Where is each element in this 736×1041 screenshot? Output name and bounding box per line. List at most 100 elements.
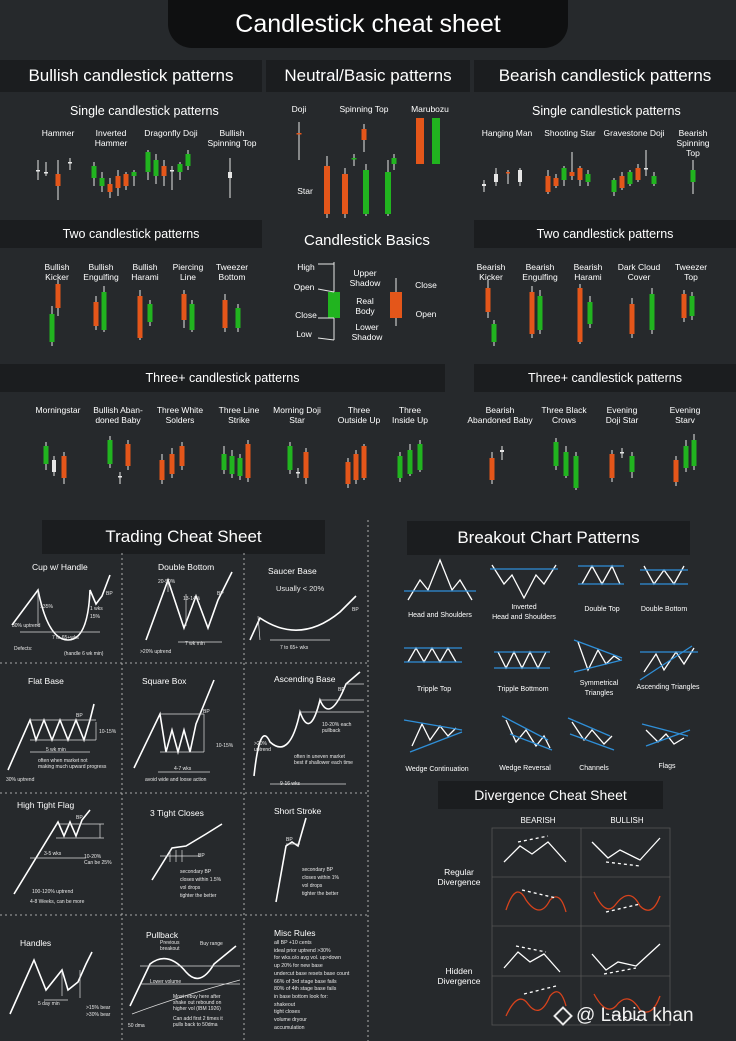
candle-body xyxy=(179,446,185,466)
candle-body xyxy=(153,160,159,176)
candle-body xyxy=(345,462,351,484)
candle-body xyxy=(125,444,131,466)
label-three-outside-up: Three Outside Up xyxy=(337,405,381,425)
label-double-top: Double Top xyxy=(584,606,620,613)
label-basics-open-right: Open xyxy=(415,309,437,319)
pattern-line xyxy=(151,823,223,881)
handles-note-2: 5 day min xyxy=(38,1001,60,1007)
label-basics-close-right: Close xyxy=(415,280,437,290)
candle-body xyxy=(545,176,551,192)
neutral-header: Neutral/Basic patterns xyxy=(266,60,470,92)
flat-note-4: often when market not making much upward… xyxy=(38,758,107,770)
short-note-1: BP xyxy=(286,837,293,843)
candle-body xyxy=(189,304,195,330)
divergence-price xyxy=(503,841,567,863)
candle-body xyxy=(169,454,175,474)
candle-body xyxy=(390,292,402,318)
watermark: @ Labia khan xyxy=(553,1005,694,1027)
candle-body xyxy=(432,118,440,164)
handles-title: Handles xyxy=(20,938,52,948)
candle-body xyxy=(690,170,696,182)
page-title: Candlestick cheat sheet xyxy=(235,9,501,38)
breakout-trendline xyxy=(569,733,615,751)
three-right-header: Three+ candlestick patterns xyxy=(474,364,736,392)
candle-body xyxy=(681,294,687,318)
candle-body xyxy=(145,152,151,172)
label-bearish-harami: Bearish Harami xyxy=(573,262,603,282)
candle-body xyxy=(222,300,228,328)
handles-note-1: >15% bear >30% bear xyxy=(86,1005,111,1018)
label-symmetrical-triangles: Symmetrical Triangles xyxy=(579,680,619,697)
candle-body xyxy=(118,476,122,478)
label-dragonfly-doji: Dragonfly Doji xyxy=(144,128,198,138)
pattern-guide xyxy=(257,615,330,641)
label-inverted-head-and-shoulders: Inverted Head and Shoulders xyxy=(492,604,556,621)
candle-body xyxy=(629,456,635,472)
candle-body xyxy=(49,314,55,342)
pullback-note-2: Buy range xyxy=(200,941,223,947)
label-dark-cloud-cover: Dark Cloud Cover xyxy=(617,262,661,282)
label-three-black-crows: Three Black Crows xyxy=(541,405,587,425)
candle-body xyxy=(55,284,61,308)
label-bullish-kicker: Bullish Kicker xyxy=(44,262,70,282)
candle-body xyxy=(235,308,241,328)
candle-body xyxy=(91,166,97,178)
flag-title: High Tight Flag xyxy=(17,800,75,810)
candle-body xyxy=(36,170,40,172)
label-morningstar: Morningstar xyxy=(35,405,81,415)
cup-note-7: (handle 6 wk min) xyxy=(64,651,104,657)
pattern-line xyxy=(275,817,307,903)
label-bullish-harami: Bullish Harami xyxy=(131,262,159,282)
divergence-guide xyxy=(521,889,557,899)
candle-body xyxy=(397,456,403,478)
breakout-price-line xyxy=(505,719,551,749)
ascending-note-2: 10-20% each pullback xyxy=(322,722,352,734)
candle-body xyxy=(537,296,543,330)
candle-body xyxy=(161,166,167,176)
breakout-price-line xyxy=(407,646,457,664)
ascending-title: Ascending Base xyxy=(274,674,336,684)
candle-body xyxy=(147,304,153,322)
candle-body xyxy=(361,446,367,478)
divergence-price xyxy=(591,943,661,971)
candle-body xyxy=(489,458,495,480)
pattern-line xyxy=(9,951,93,1015)
candle-body xyxy=(328,292,340,318)
label-evening-star: Evening Starv xyxy=(669,405,701,425)
breakout-header: Breakout Chart Patterns xyxy=(407,521,690,555)
candle-body xyxy=(649,294,655,330)
label-marubozu: Marubozu xyxy=(411,104,449,114)
candle-body xyxy=(245,444,251,478)
breakout-trendline xyxy=(509,733,553,751)
title-banner: Candlestick cheat sheet xyxy=(168,0,568,48)
pattern-guide xyxy=(158,713,210,773)
pullback-note-4: Most rebuy here after shake out rebound … xyxy=(173,994,222,1012)
breakout-trendline xyxy=(501,715,549,741)
breakout-price-line xyxy=(645,729,685,745)
pattern-line xyxy=(129,945,237,1007)
label-flags: Flags xyxy=(658,763,676,770)
basics-leader xyxy=(317,288,335,293)
divergence-col-bearish: BEARISH xyxy=(520,816,556,825)
label-tweezer-top: Tweezer Top xyxy=(674,262,708,282)
pullback-note-6: 50 dma xyxy=(128,1023,145,1029)
double-bottom-note-2: 13-14% xyxy=(183,596,201,602)
candle-body xyxy=(629,304,635,334)
saucer-note-2: 7 to 65+ wks xyxy=(280,645,309,651)
single-left-heading: Single candlestick patterns xyxy=(70,104,219,118)
breakout-price-line xyxy=(407,558,473,601)
label-spinning-top: Spinning Top xyxy=(339,104,389,114)
breakout-trendline xyxy=(403,719,463,731)
candle-body xyxy=(417,444,423,470)
label-bullish-abandoned-baby: Bullish Aban- doned Baby xyxy=(93,405,143,425)
candle-body xyxy=(55,174,61,186)
candle-body xyxy=(177,164,183,172)
breakout-trendline xyxy=(567,717,611,737)
ascending-note-5: 9-16 wks xyxy=(280,781,301,787)
short-note-2: secondary BP closes within 1% vol drops … xyxy=(302,867,339,897)
label-bullish-engulfing: Bullish Engulfing xyxy=(83,262,119,282)
candle-body xyxy=(518,170,522,182)
basics-heading: Candlestick Basics xyxy=(304,232,430,249)
